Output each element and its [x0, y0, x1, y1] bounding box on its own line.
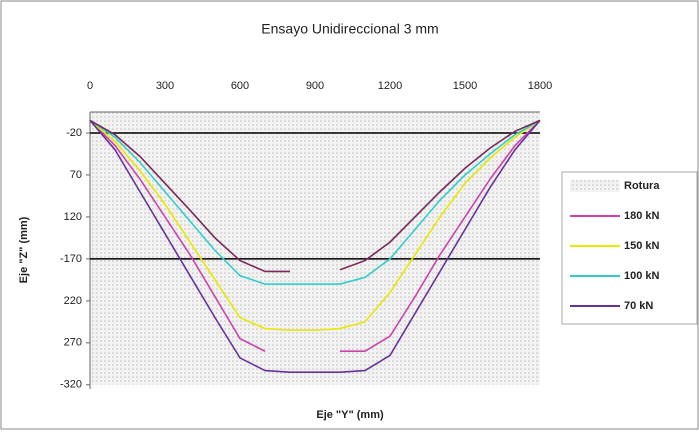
area [90, 112, 540, 385]
legend-label: 180 kN [624, 210, 660, 222]
series-line [89, 119, 541, 285]
chart-title: Ensayo Unidireccional 3 mm [261, 21, 438, 37]
x-axis-label: Eje "Y" (mm) [316, 409, 384, 421]
legend-swatch [570, 180, 620, 192]
y-tick-label: 270 [64, 337, 82, 349]
y-tick-label: 220 [64, 295, 82, 307]
legend-box [561, 171, 698, 325]
y-tick-label: -20 [66, 127, 82, 139]
x-tick-label: 300 [156, 80, 174, 92]
series-line [89, 119, 541, 273]
legend-label: 150 kN [624, 240, 660, 252]
y-tick-label: 120 [64, 211, 82, 223]
y-tick-label: 70 [70, 169, 82, 181]
y-tick-label: -170 [60, 253, 82, 265]
x-tick-label: 0 [87, 80, 93, 92]
x-tick-label: 600 [231, 80, 249, 92]
series-line [89, 119, 541, 332]
x-tick-label: 1800 [528, 80, 552, 92]
x-tick-label: 900 [306, 80, 324, 92]
y-axis-label: Eje "Z" (mm) [18, 216, 30, 283]
legend-label: Rotura [624, 180, 660, 192]
series-line [89, 119, 541, 353]
x-tick-label: 1500 [453, 80, 477, 92]
legend-label: 70 kN [624, 300, 653, 312]
x-tick-label: 1200 [378, 80, 402, 92]
series-line [89, 119, 541, 374]
y-tick-label: -320 [60, 379, 82, 391]
legend-label: 100 kN [624, 270, 660, 282]
